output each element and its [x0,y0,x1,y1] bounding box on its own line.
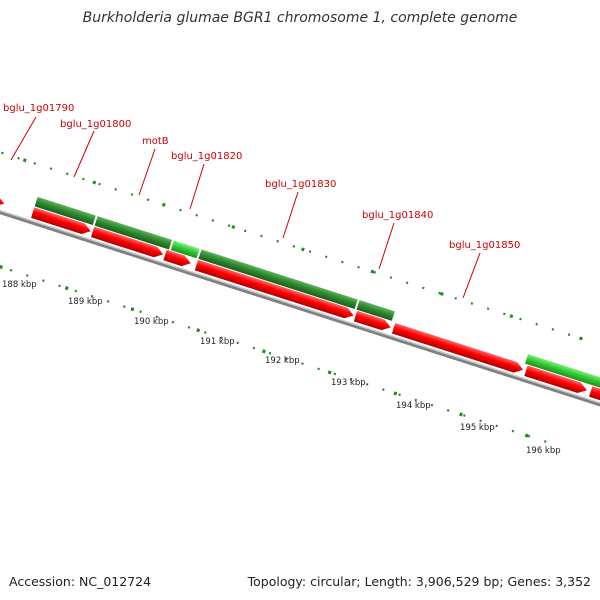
gene-bar-bglu-1g01840[interactable] [356,300,395,321]
gene-label-bglu-1g01840[interactable]: bglu_1g01840 [362,210,433,221]
tick-track-outer [0,130,585,342]
gene-bar-bglu-1g01800[interactable] [34,196,96,226]
gene-label-bglu-1g01830[interactable]: bglu_1g01830 [265,179,336,190]
gene-label-bglu-1g01850[interactable]: bglu_1g01850 [449,240,520,251]
forward-strand-cds [0,165,600,415]
scale-label: 190 kbp [134,317,169,327]
scale-label: 188 kbp [2,280,37,290]
gene-bar-bglu-1g01820[interactable] [170,240,200,259]
scale-label: 191 kbp [200,337,235,347]
reverse-strand-genes [34,196,600,389]
cds-arrow[interactable] [391,323,525,375]
scale-label: 192 kbp [265,356,300,366]
cds-arrow[interactable] [194,259,355,321]
scale-label: 189 kbp [68,297,103,307]
gene-labels: bglu_1g01790 bglu_1g01800 motB bglu_1g01… [3,103,520,251]
map-title: Burkholderia glumae BGR1 chromosome 1, c… [83,10,518,26]
gene-label-bglu-1g01820[interactable]: bglu_1g01820 [171,151,242,162]
gene-label-bglu-1g01790[interactable]: bglu_1g01790 [3,103,74,114]
cds-arrow[interactable] [353,310,393,333]
genome-backbone [0,178,600,415]
cds-arrow[interactable] [163,249,192,269]
scale-label: 196 kbp [526,446,561,456]
cds-arrow[interactable] [30,207,92,236]
cds-arrow[interactable] [0,165,6,209]
gene-bar-motB[interactable] [94,216,172,250]
accession-label: Accession: NC_012724 [9,574,151,589]
tick-track-inner [0,237,552,445]
cds-arrow[interactable] [524,365,588,395]
gene-bar-bglu-1g01850[interactable] [525,354,600,389]
scale-labels: 188 kbp 189 kbp 190 kbp 191 kbp 192 kbp … [2,280,561,456]
genome-summary: Topology: circular; Length: 3,906,529 bp… [247,574,591,589]
scale-label: 195 kbp [460,423,495,433]
gene-label-motB[interactable]: motB [142,136,169,147]
scale-label: 194 kbp [396,401,431,411]
gene-label-bglu-1g01800[interactable]: bglu_1g01800 [60,119,131,130]
cds-arrow[interactable] [90,226,165,260]
scale-label: 193 kbp [331,378,366,388]
gene-callouts [10,116,481,299]
gene-bar-bglu-1g01830[interactable] [198,249,358,309]
